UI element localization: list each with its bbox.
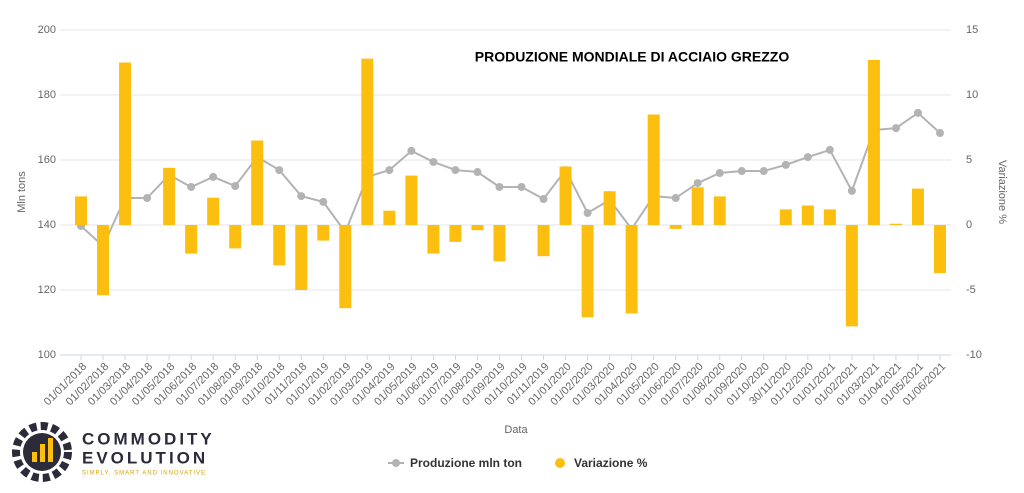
bar	[867, 59, 880, 226]
bar	[185, 225, 198, 254]
line-point	[715, 169, 724, 177]
line-point	[539, 195, 548, 203]
bar	[669, 225, 682, 229]
y-tick-label: 140	[38, 219, 56, 231]
y2-tick-label: 10	[966, 89, 978, 101]
bar	[383, 210, 396, 225]
line-point	[319, 197, 328, 206]
y2-tick-label: 5	[966, 154, 972, 166]
y2-tick-label: 0	[966, 219, 972, 231]
bar	[229, 225, 242, 249]
y-axis-title: Mln tons	[16, 171, 28, 213]
line-point	[583, 208, 592, 217]
bar	[493, 225, 506, 262]
bar	[361, 58, 374, 225]
bar	[647, 114, 660, 225]
legend-swatch	[392, 459, 400, 467]
bar	[713, 196, 726, 225]
y-tick-label: 120	[38, 284, 56, 296]
logo-bar	[48, 438, 53, 462]
bar	[823, 209, 836, 225]
line-point	[847, 186, 856, 195]
bar	[273, 225, 286, 266]
line-point	[143, 194, 152, 203]
bar	[207, 197, 220, 225]
bar	[317, 225, 330, 241]
y-tick-label: 180	[38, 89, 56, 101]
y-tick-label: 100	[38, 349, 56, 361]
bar	[97, 225, 110, 296]
bar	[75, 196, 88, 225]
bar	[603, 191, 616, 225]
line	[80, 111, 941, 248]
logo-text: COMMODITY	[82, 429, 215, 448]
bar	[933, 225, 946, 274]
bar	[537, 225, 550, 257]
bar	[581, 225, 594, 318]
y-tick-label: 160	[38, 154, 56, 166]
y2-axis-title: Variazione %	[996, 160, 1008, 224]
bar	[911, 188, 924, 225]
bar	[801, 205, 814, 225]
y2-tick-label: 15	[966, 24, 978, 36]
line-point	[935, 129, 944, 138]
bar	[119, 62, 132, 225]
y2-tick-label: -10	[966, 349, 982, 361]
line-point	[803, 153, 812, 162]
bar	[427, 225, 440, 254]
line-point	[495, 182, 504, 191]
line-point	[473, 168, 482, 177]
line-point	[429, 157, 438, 166]
line-point	[517, 182, 526, 191]
y2-tick-label: -5	[966, 284, 976, 296]
bar	[471, 225, 484, 231]
legend-label: Produzione mln ton	[410, 456, 522, 470]
logo-text: EVOLUTION	[82, 448, 208, 467]
bar	[163, 167, 176, 225]
chart-title: PRODUZIONE MONDIALE DI ACCIAIO GREZZO	[475, 49, 790, 65]
logo-tagline: SIMPLY, SMART AND INNOVATIVE	[82, 471, 206, 477]
bar	[625, 225, 638, 314]
bar	[339, 225, 352, 309]
bar	[889, 223, 902, 225]
line-point	[913, 108, 922, 117]
bar	[559, 166, 572, 225]
logo-gear	[12, 422, 72, 482]
legend-item: Variazione %	[555, 456, 648, 470]
line-point	[275, 166, 284, 175]
line-point	[407, 146, 416, 155]
bar	[251, 140, 264, 225]
line-point	[825, 145, 834, 154]
bar	[845, 225, 858, 327]
legend-label: Variazione %	[574, 456, 648, 470]
line-point	[891, 124, 900, 133]
logo-bar	[32, 452, 37, 462]
line-point	[297, 192, 306, 201]
line-point	[187, 182, 196, 191]
bar	[295, 225, 308, 290]
line-point	[451, 166, 460, 175]
legend-item: Produzione mln ton	[388, 456, 522, 470]
line-point	[781, 160, 790, 169]
logo-bar	[40, 444, 45, 462]
line-point	[385, 166, 394, 175]
bar	[449, 225, 462, 242]
line-point	[671, 194, 680, 203]
logo: COMMODITY EVOLUTION SIMPLY, SMART AND IN…	[12, 422, 215, 482]
bar	[691, 187, 704, 225]
bar	[779, 209, 792, 225]
legend-swatch	[555, 458, 565, 468]
line-point	[737, 167, 746, 176]
y-tick-label: 200	[38, 24, 56, 36]
bar	[405, 175, 418, 225]
x-axis-title: Data	[504, 424, 528, 436]
line-point	[693, 179, 702, 188]
line-point	[231, 182, 240, 190]
line-point	[209, 172, 218, 181]
line-point	[759, 167, 768, 176]
